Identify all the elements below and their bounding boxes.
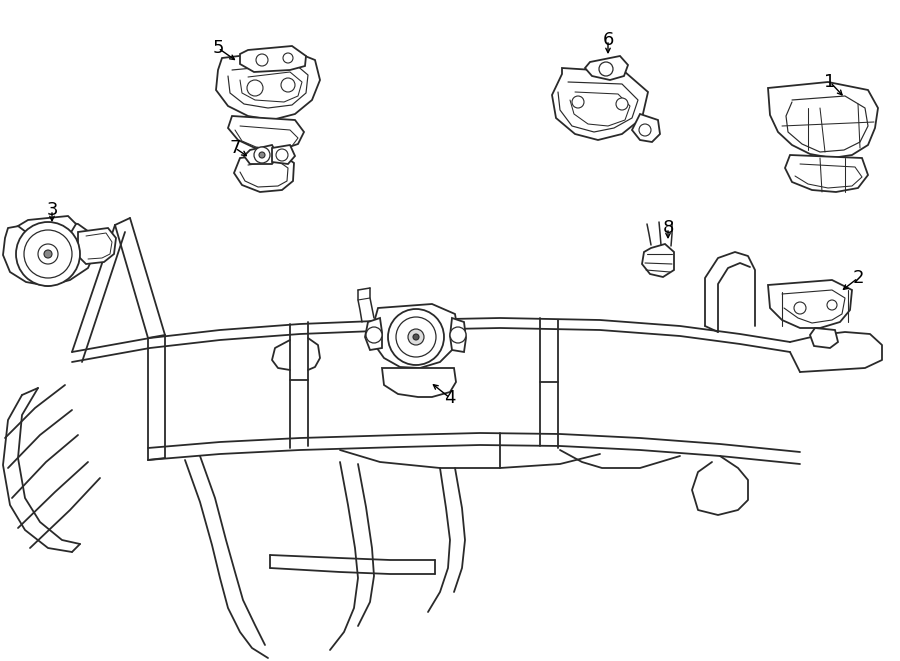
Circle shape <box>283 53 293 63</box>
Circle shape <box>413 334 419 340</box>
Polygon shape <box>785 155 868 192</box>
Circle shape <box>44 250 52 258</box>
Circle shape <box>396 317 436 357</box>
Polygon shape <box>216 50 320 120</box>
Polygon shape <box>810 328 838 348</box>
Circle shape <box>24 230 72 278</box>
Text: 5: 5 <box>212 39 224 57</box>
Text: 3: 3 <box>46 201 58 219</box>
Text: 2: 2 <box>852 269 864 287</box>
Circle shape <box>388 309 444 365</box>
Polygon shape <box>78 228 116 264</box>
Circle shape <box>450 327 466 343</box>
Polygon shape <box>382 368 456 397</box>
Circle shape <box>572 96 584 108</box>
Circle shape <box>254 147 270 163</box>
Polygon shape <box>768 82 878 158</box>
Polygon shape <box>240 46 306 72</box>
Text: 7: 7 <box>230 139 241 157</box>
Circle shape <box>616 98 628 110</box>
Polygon shape <box>3 220 95 286</box>
Circle shape <box>38 244 58 264</box>
Text: 8: 8 <box>662 219 674 237</box>
Polygon shape <box>585 56 628 80</box>
Polygon shape <box>234 153 294 192</box>
Circle shape <box>366 327 382 343</box>
Circle shape <box>827 300 837 310</box>
Polygon shape <box>272 145 295 164</box>
Circle shape <box>599 62 613 76</box>
Circle shape <box>276 149 288 161</box>
Polygon shape <box>768 280 852 328</box>
Circle shape <box>408 329 424 345</box>
Circle shape <box>16 222 80 286</box>
Circle shape <box>794 302 806 314</box>
Circle shape <box>639 124 651 136</box>
Text: 1: 1 <box>824 73 836 91</box>
Polygon shape <box>373 304 458 368</box>
Polygon shape <box>365 318 382 350</box>
Polygon shape <box>244 145 278 164</box>
Polygon shape <box>632 114 660 142</box>
Polygon shape <box>552 68 648 140</box>
Circle shape <box>259 152 265 158</box>
Polygon shape <box>228 116 304 150</box>
Circle shape <box>247 80 263 96</box>
Text: 6: 6 <box>602 31 614 49</box>
Circle shape <box>256 54 268 66</box>
Circle shape <box>281 78 295 92</box>
Polygon shape <box>18 216 76 236</box>
Text: 4: 4 <box>445 389 455 407</box>
Polygon shape <box>642 244 674 277</box>
Polygon shape <box>450 318 466 352</box>
